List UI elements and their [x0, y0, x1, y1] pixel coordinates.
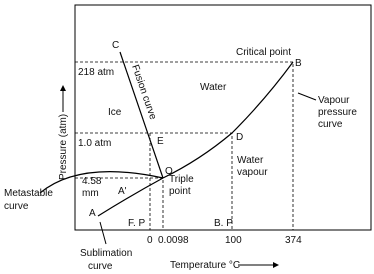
- annotation: Critical point: [236, 47, 291, 58]
- sublimation-curve: [97, 177, 164, 217]
- annotation: Metastable: [4, 188, 53, 199]
- point-label: A': [118, 186, 127, 197]
- x-label: F. P: [128, 218, 146, 229]
- region-label: Water: [200, 82, 227, 93]
- x-title: Temperature °C: [170, 260, 240, 271]
- annotation: Triple: [169, 174, 194, 185]
- annotation: point: [169, 186, 191, 197]
- x-label: 374: [285, 235, 302, 246]
- vapour-curve: [162, 61, 294, 179]
- point-label: D: [236, 132, 243, 143]
- x-label: B. P: [214, 218, 233, 229]
- annotation: curve: [318, 119, 343, 130]
- y-label: 218 atm: [78, 67, 114, 78]
- point-label: C: [112, 40, 119, 51]
- annotation: Sublimation: [80, 248, 132, 259]
- point-label: E: [157, 136, 164, 147]
- x-label: 100: [225, 235, 242, 246]
- metastable-curve: [39, 171, 164, 194]
- y-label: 1.0 atm: [78, 138, 111, 149]
- region-label: Ice: [108, 107, 122, 118]
- vapour-leader: [297, 92, 317, 101]
- annotation: curve: [4, 201, 29, 212]
- annotation: curve: [88, 261, 113, 272]
- point-label: O: [165, 166, 173, 177]
- region-label: Water: [237, 155, 264, 166]
- x-label: 0: [147, 235, 153, 246]
- frame: [74, 4, 372, 231]
- point-label: B: [295, 58, 302, 69]
- x-label: 0.0098: [158, 235, 189, 246]
- annotation: Vapour: [318, 95, 350, 106]
- fusion-curve: [119, 51, 164, 179]
- annotation: pressure: [318, 107, 357, 118]
- y-label: mm: [82, 188, 99, 199]
- region-label: vapour: [237, 167, 268, 178]
- y-title: Pressure (atm): [58, 114, 69, 180]
- point-label: A: [89, 208, 96, 219]
- sublimation-leader: [99, 221, 107, 245]
- y-label: 4.58: [82, 176, 102, 187]
